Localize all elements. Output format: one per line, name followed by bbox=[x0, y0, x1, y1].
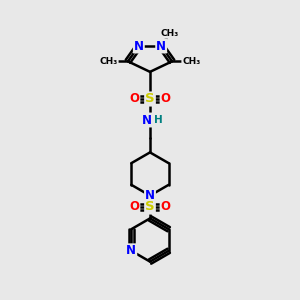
Text: N: N bbox=[156, 40, 166, 52]
Text: N: N bbox=[142, 113, 152, 127]
Text: O: O bbox=[160, 200, 171, 214]
Text: N: N bbox=[126, 244, 136, 257]
Text: S: S bbox=[145, 200, 155, 214]
Text: H: H bbox=[154, 115, 163, 125]
Text: N: N bbox=[145, 189, 155, 202]
Text: CH₃: CH₃ bbox=[160, 29, 179, 38]
Text: CH₃: CH₃ bbox=[100, 57, 118, 66]
Text: O: O bbox=[160, 92, 171, 106]
Text: O: O bbox=[129, 92, 140, 106]
Text: S: S bbox=[145, 92, 155, 106]
Text: CH₃: CH₃ bbox=[182, 57, 200, 66]
Text: O: O bbox=[129, 200, 140, 214]
Text: N: N bbox=[134, 40, 144, 52]
